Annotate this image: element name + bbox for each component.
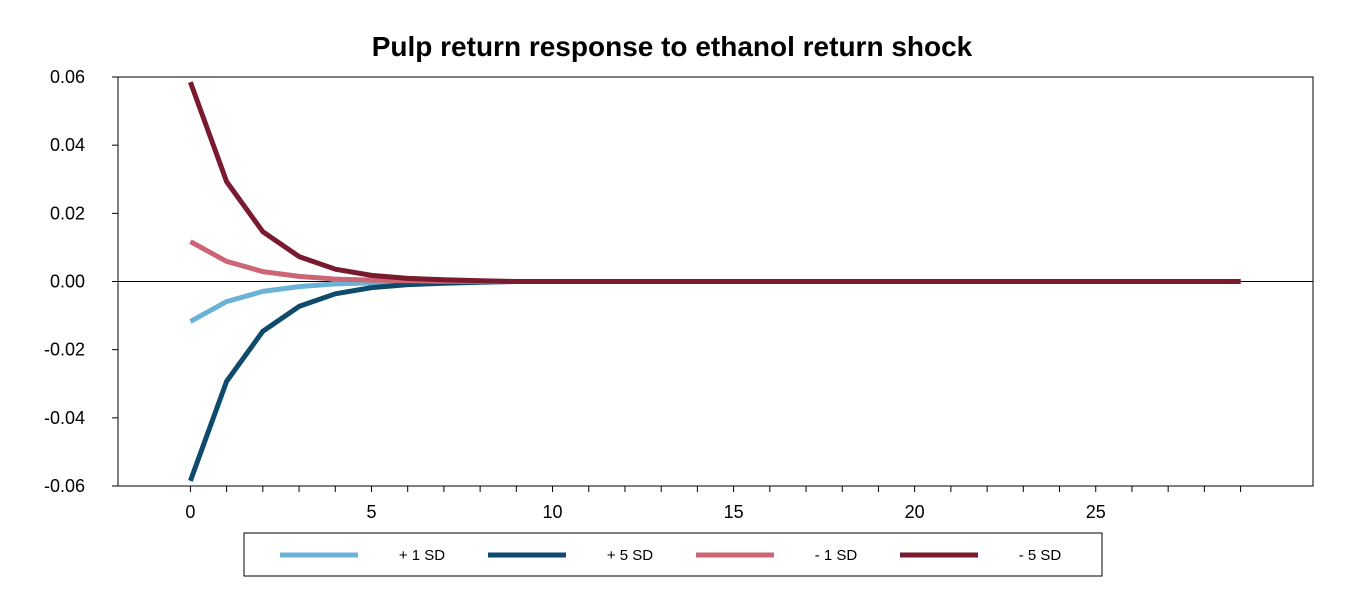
y-tick-label: -0.04 — [44, 408, 85, 428]
x-tick-label: 25 — [1086, 502, 1106, 522]
series-minus-5sd-line — [188, 81, 1241, 284]
y-tick-label: 0.06 — [50, 67, 85, 87]
y-tick-label: -0.02 — [44, 340, 85, 360]
legend-label: + 5 SD — [607, 547, 653, 564]
y-tick-label: 0.00 — [50, 272, 85, 292]
y-tick-label: 0.04 — [50, 135, 85, 155]
series-layer — [188, 81, 1241, 482]
y-tick-label: -0.06 — [44, 476, 85, 496]
legend: + 1 SD + 5 SD - 1 SD - 5 SD — [243, 532, 1103, 577]
legend-box — [243, 532, 1103, 577]
legend-label: - 5 SD — [1019, 547, 1062, 564]
x-tick-label: 15 — [724, 502, 744, 522]
x-tick-label: 20 — [905, 502, 925, 522]
x-tick-label: 0 — [185, 502, 195, 522]
legend-label: + 1 SD — [399, 547, 445, 564]
x-axis: 0 5 10 15 20 25 — [185, 486, 1242, 522]
legend-label: - 1 SD — [815, 547, 858, 564]
chart-title: Pulp return response to ethanol return s… — [372, 31, 973, 62]
x-tick-label: 10 — [543, 502, 563, 522]
y-axis: 0.06 0.04 0.02 0.00 -0.02 -0.04 -0.06 — [44, 67, 118, 496]
x-tick-label: 5 — [366, 502, 376, 522]
y-tick-label: 0.02 — [50, 203, 85, 223]
